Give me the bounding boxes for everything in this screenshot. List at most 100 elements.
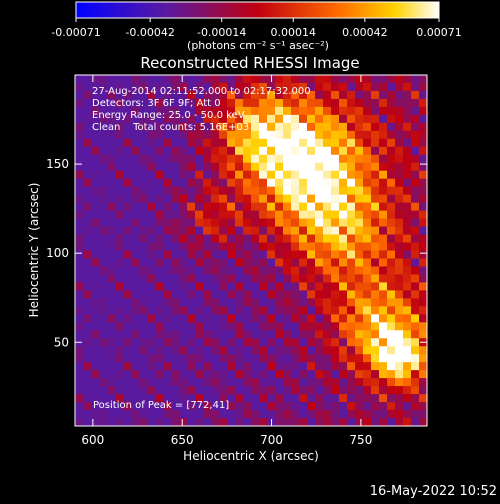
heatmap-cell: [355, 98, 364, 108]
heatmap-cell: [267, 90, 276, 100]
heatmap-cell: [283, 218, 292, 227]
annotation-clean: Clean Total counts: 5.16E+03: [92, 122, 249, 133]
heatmap-cell: [75, 306, 84, 315]
heatmap-cell: [323, 290, 332, 299]
heatmap-cell: [251, 106, 260, 116]
heatmap-cell: [395, 370, 404, 379]
heatmap-cell: [275, 362, 284, 371]
heatmap-cell: [171, 370, 180, 379]
heatmap-cell: [243, 250, 252, 259]
heatmap-cell: [283, 418, 292, 427]
heatmap-cell: [371, 282, 380, 291]
heatmap-cell: [347, 402, 356, 411]
heatmap-cell: [123, 298, 132, 307]
heatmap-cell: [403, 410, 412, 419]
heatmap-cell: [315, 298, 324, 307]
heatmap-cell: [331, 106, 340, 116]
heatmap-cell: [163, 202, 172, 211]
heatmap-cell: [179, 242, 188, 251]
heatmap-cell: [323, 306, 332, 315]
heatmap-cell: [83, 250, 92, 259]
heatmap-cell: [171, 210, 180, 219]
heatmap-cell: [219, 274, 228, 283]
heatmap-cell: [339, 242, 348, 251]
heatmap-cell: [307, 354, 316, 363]
heatmap-cell: [243, 346, 252, 355]
heatmap-cell: [371, 186, 380, 195]
heatmap-cell: [259, 258, 268, 267]
heatmap-cell: [323, 266, 332, 275]
heatmap-cell: [235, 242, 244, 251]
heatmap-cell: [243, 170, 252, 180]
heatmap-cell: [347, 250, 356, 259]
heatmap-cell: [155, 250, 164, 259]
heatmap-cell: [195, 354, 204, 363]
heatmap-cell: [395, 98, 404, 108]
heatmap-cell: [379, 306, 388, 315]
heatmap-cell: [395, 402, 404, 411]
heatmap-cell: [155, 298, 164, 307]
heatmap-cell: [419, 242, 428, 251]
heatmap-cell: [307, 418, 316, 427]
heatmap-cell: [91, 346, 100, 355]
heatmap-cell: [139, 306, 148, 315]
heatmap-cell: [299, 146, 308, 156]
heatmap-cell: [403, 138, 412, 148]
heatmap-cell: [403, 162, 412, 172]
heatmap-cell: [155, 402, 164, 411]
heatmap-cell: [219, 362, 228, 371]
heatmap-cell: [251, 338, 260, 347]
heatmap-cell: [91, 210, 100, 219]
heatmap-cell: [267, 362, 276, 371]
heatmap-cell: [283, 234, 292, 243]
heatmap-cell: [283, 338, 292, 347]
heatmap-cell: [179, 266, 188, 275]
heatmap-cell: [267, 114, 276, 124]
heatmap-cell: [147, 186, 156, 195]
heatmap-cell: [155, 266, 164, 275]
heatmap-cell: [139, 226, 148, 235]
heatmap-cell: [243, 370, 252, 379]
heatmap-cell: [363, 154, 372, 164]
heatmap-cell: [275, 106, 284, 116]
heatmap-cell: [323, 386, 332, 395]
heatmap-cell: [363, 218, 372, 227]
heatmap-cell: [227, 138, 236, 148]
heatmap-cell: [187, 378, 196, 387]
heatmap-cell: [179, 210, 188, 219]
heatmap-cell: [131, 75, 140, 84]
heatmap-cell: [187, 298, 196, 307]
heatmap-cell: [339, 122, 348, 132]
heatmap-cell: [347, 282, 356, 291]
heatmap-cell: [363, 162, 372, 172]
heatmap-cell: [179, 138, 188, 148]
heatmap-cell: [307, 82, 316, 92]
heatmap-cell: [395, 394, 404, 403]
heatmap-cell: [123, 386, 132, 395]
heatmap-cell: [395, 330, 404, 339]
heatmap-cell: [147, 410, 156, 419]
heatmap-cell: [123, 250, 132, 259]
heatmap-cell: [91, 138, 100, 148]
heatmap-cell: [411, 338, 420, 347]
heatmap-cell: [163, 242, 172, 251]
heatmap-cell: [147, 82, 156, 92]
heatmap-cell: [171, 106, 180, 116]
heatmap-cell: [419, 290, 428, 299]
heatmap-cell: [115, 378, 124, 387]
heatmap-cell: [211, 90, 220, 100]
heatmap-cell: [307, 242, 316, 251]
heatmap-cell: [275, 138, 284, 148]
heatmap-cell: [99, 386, 108, 395]
heatmap-cell: [379, 98, 388, 108]
heatmap-cell: [331, 138, 340, 148]
heatmap-cell: [419, 226, 428, 235]
heatmap-cell: [395, 154, 404, 164]
heatmap-cell: [235, 418, 244, 427]
heatmap-cell: [99, 122, 108, 132]
heatmap-cell: [91, 402, 100, 411]
heatmap-cell: [91, 170, 100, 180]
heatmap-cell: [387, 202, 396, 211]
heatmap-cell: [411, 378, 420, 387]
heatmap-cell: [275, 330, 284, 339]
